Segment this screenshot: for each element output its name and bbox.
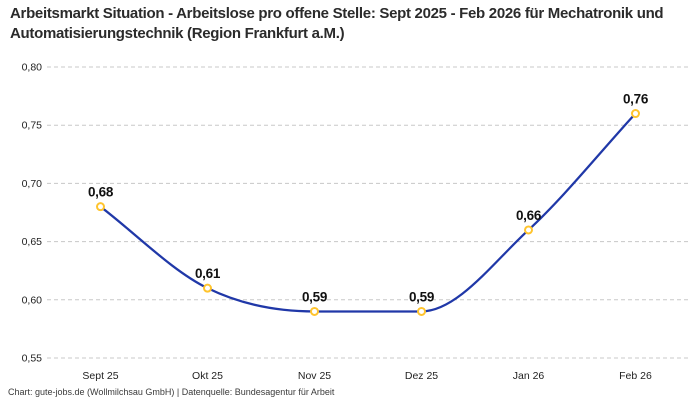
y-tick-label: 0,75	[22, 120, 43, 132]
y-tick-label: 0,80	[22, 62, 43, 74]
data-point-label: 0,59	[302, 289, 327, 304]
data-point-marker	[631, 109, 640, 119]
data-point-label: 0,61	[195, 266, 221, 281]
x-tick-label: Okt 25	[192, 370, 223, 382]
x-tick-label: Sept 25	[82, 370, 118, 382]
data-point-label: 0,66	[516, 208, 542, 223]
data-point-marker	[417, 306, 426, 316]
series-line	[99, 112, 637, 313]
data-point-label: 0,76	[623, 92, 649, 107]
data-point-marker	[96, 202, 105, 212]
data-point-label: 0,59	[409, 289, 434, 304]
y-tick-label: 0,70	[22, 178, 43, 190]
y-tick-label: 0,65	[22, 236, 43, 248]
chart-footer: Chart: gute-jobs.de (Wollmilchsau GmbH) …	[8, 387, 335, 397]
data-point-marker	[310, 306, 319, 316]
data-point-marker	[524, 225, 533, 235]
chart-title: Arbeitsmarkt Situation - Arbeitslose pro…	[10, 5, 664, 42]
x-tick-label: Feb 26	[619, 370, 652, 382]
y-tick-label: 0,60	[22, 294, 43, 306]
data-point-label: 0,68	[88, 185, 114, 200]
data-point-marker	[203, 283, 212, 293]
x-tick-label: Nov 25	[298, 370, 331, 382]
x-tick-label: Dez 25	[405, 370, 438, 382]
y-tick-label: 0,55	[22, 353, 43, 365]
x-tick-label: Jan 26	[513, 370, 545, 382]
